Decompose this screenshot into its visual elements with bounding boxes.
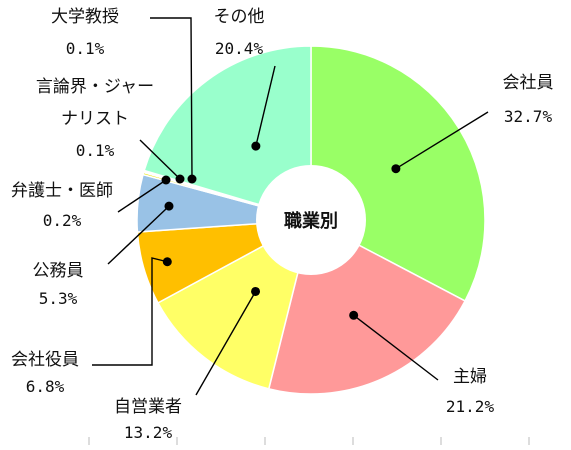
- donut-hole: [256, 165, 366, 275]
- slice-value-4: 5.3%: [39, 289, 78, 308]
- slice-value-0: 32.7%: [504, 107, 553, 126]
- slice-label-5: 弁護士・医師: [11, 181, 113, 201]
- slice-value-8: 20.4%: [215, 39, 264, 58]
- leader-dot-7: [187, 174, 197, 184]
- slice-label-2: 自営業者: [114, 397, 182, 417]
- leader-line-7: [150, 17, 193, 180]
- leader-line-8: [255, 65, 276, 147]
- leader-line-6: [139, 139, 181, 180]
- leader-dot-0: [391, 164, 401, 174]
- slice-value-2: 13.2%: [124, 423, 173, 442]
- axis-ticks: [88, 437, 530, 445]
- slice-label-6-line-1: ナリスト: [61, 109, 129, 129]
- chart-title: 職業別: [284, 210, 338, 232]
- leader-line-5: [117, 179, 167, 213]
- slice-value-7: 0.1%: [66, 39, 105, 58]
- leader-dot-8: [251, 141, 261, 151]
- leader-line-2: [195, 291, 257, 396]
- slice-label-1: 主婦: [453, 367, 487, 387]
- slice-value-5: 0.2%: [43, 211, 82, 230]
- slice-value-6: 0.1%: [76, 141, 115, 160]
- leader-dot-5: [161, 175, 171, 185]
- slice-labels: 会社員 32.7% 主婦 21.2% 自営業者 13.2% 会社役員 6.8% 公務員 5.3% 弁…: [11, 7, 554, 442]
- leader-line-0: [395, 111, 489, 170]
- leader-line-1: [353, 314, 439, 381]
- leader-dot-3: [162, 257, 172, 267]
- slice-label-3: 会社役員: [11, 350, 79, 370]
- leader-line-3: [92, 257, 168, 366]
- slice-label-0: 会社員: [503, 73, 554, 93]
- slice-value-1: 21.2%: [446, 397, 495, 416]
- leader-dot-6: [175, 174, 185, 184]
- slice-label-7: 大学教授: [51, 7, 119, 27]
- leader-dot-1: [349, 310, 359, 320]
- slice-label-4: 公務員: [33, 261, 84, 281]
- slice-2: [156, 218, 313, 390]
- slice-label-6-line-0: 言論界・ジャー: [36, 77, 154, 97]
- leader-lines: [92, 17, 489, 396]
- leader-dot-4: [164, 201, 174, 211]
- leader-line-4: [107, 205, 170, 265]
- leader-dot-2: [251, 286, 261, 296]
- slice-label-8: その他: [214, 7, 265, 27]
- slice-value-3: 6.8%: [26, 377, 65, 396]
